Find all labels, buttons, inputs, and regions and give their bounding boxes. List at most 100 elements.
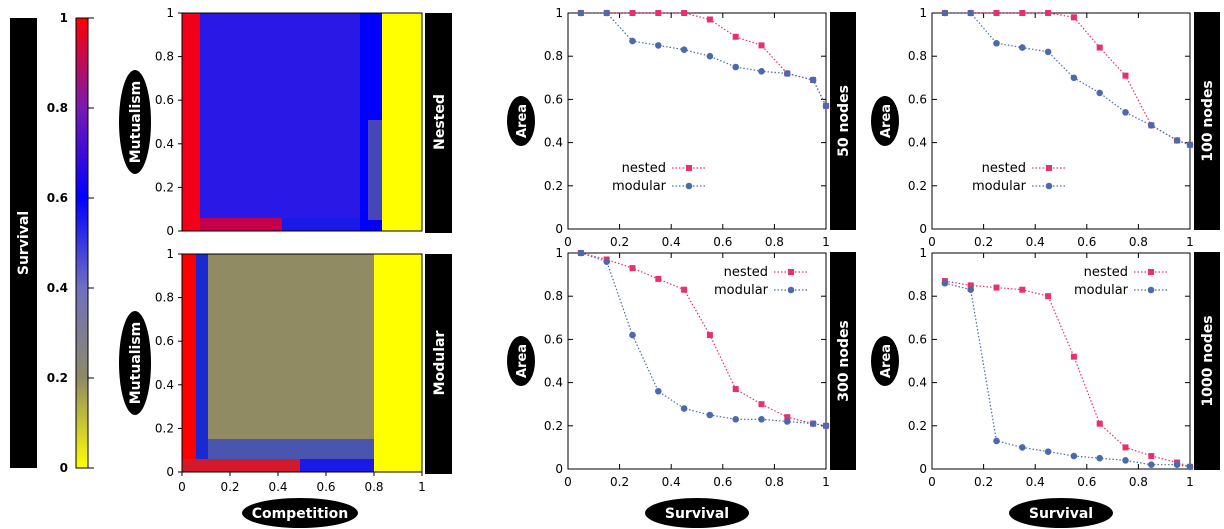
series-modular-point: [732, 63, 739, 71]
row-tag-label: 300 nodes: [836, 320, 852, 402]
series-modular-point: [680, 405, 688, 412]
series-nested-point: [655, 10, 662, 16]
heatmap-ylabel: Mutualism: [128, 81, 144, 164]
legend-marker: [1046, 165, 1052, 171]
series-modular-line: [944, 282, 1191, 468]
ylabel: Area: [515, 344, 530, 378]
xtick-label: 0: [928, 235, 936, 249]
heatmap-modular-blue-band: [196, 254, 208, 459]
ytick-label: 1: [555, 6, 563, 20]
xtick-label: 0.4: [662, 235, 681, 249]
xtick-label: 0.2: [974, 235, 993, 249]
xtick-label: 0: [564, 235, 572, 249]
ytick-label: 0: [555, 462, 563, 476]
heatmap-row-tag-bg: [425, 254, 452, 474]
series-modular-point: [629, 331, 636, 339]
heatmap-ytick-label: 0: [166, 224, 174, 238]
ytick-label: 0.8: [908, 49, 927, 63]
heatmap-ytick-label: 1: [166, 247, 174, 261]
ylabel: Area: [879, 104, 894, 138]
series-modular-point: [1186, 463, 1194, 471]
series-modular-point: [967, 9, 974, 17]
series-modular-point: [1173, 461, 1181, 468]
row-tag-bg: [830, 252, 856, 470]
heatmap-row-tag-label: Modular: [432, 331, 448, 396]
heatmap-frame: [181, 12, 423, 232]
legend-label: modular: [972, 179, 1027, 194]
series-modular-point: [655, 42, 662, 49]
heatmap-ytick-label: 0.2: [155, 180, 174, 194]
heatmap-xtick-label: 0.2: [220, 480, 239, 494]
series-modular-point: [1070, 452, 1078, 460]
series-nested-point: [1045, 10, 1052, 16]
row-tag-label: 50 nodes: [836, 85, 852, 157]
line-xlabel-bg: [645, 498, 749, 528]
ylabel: Area: [515, 104, 530, 138]
heatmap-ytick-label: 0: [166, 465, 174, 479]
ytick-label: 0.6: [544, 332, 563, 346]
series-modular-point: [1070, 74, 1078, 82]
series-modular-point: [1019, 44, 1026, 51]
colorbar-tick-label: 0.4: [47, 281, 68, 295]
series-nested-point: [732, 386, 739, 393]
series-nested-point: [1096, 44, 1103, 51]
series-nested-line: [580, 12, 827, 107]
colorbar-tick-label: 0.2: [47, 371, 68, 385]
series-modular-point: [941, 279, 949, 287]
series-nested-point: [758, 42, 765, 49]
heatmap-ytick-label: 0.6: [155, 334, 174, 348]
xtick-label: 0.4: [1026, 475, 1045, 489]
heatmap-xtick-label: 0.8: [364, 480, 383, 494]
series-modular-point: [1122, 109, 1129, 116]
ytick-label: 0.6: [908, 332, 927, 346]
colorbar-tick-label: 0.8: [47, 101, 68, 115]
ytick-label: 0.8: [544, 49, 563, 63]
series-modular-line: [580, 252, 827, 427]
series-nested-line: [944, 12, 1191, 146]
ytick-label: 1: [919, 6, 927, 20]
series-nested-point: [1096, 420, 1103, 427]
row-tag-bg: [1194, 252, 1220, 470]
row-tag-label: 100 nodes: [1200, 80, 1216, 162]
heatmaps: 0 0.2 0.4 0.6 0.8 1 Nested Mutualism 0 0.2 0.4 0.6 0…: [119, 6, 452, 528]
heatmap-nested-red-band: [182, 13, 200, 231]
ytick-label: 1: [919, 246, 927, 260]
series-nested-point: [1122, 444, 1129, 451]
heatmap-ytick-label: 0.2: [155, 421, 174, 435]
heatmap-modular-bottom-band-blue: [300, 459, 374, 472]
legend-marker: [686, 165, 692, 171]
ytick-label: 0.2: [908, 179, 927, 193]
line-panel-3: 00 0.2 0.2 0.4 0.4 0.6 0.6 0.8 0.8 1 1 nested modula…: [871, 246, 1220, 489]
legend-marker: [1147, 286, 1155, 294]
heatmap-ylabel-bg: [119, 70, 151, 174]
heatmap-nested-grey-edge: [368, 120, 382, 220]
xtick-label: 1: [1186, 235, 1194, 249]
series-modular-line: [580, 12, 827, 107]
colorbar: Survival 0 0.2 0.4 0.6 0.8 1: [10, 11, 94, 475]
ytick-label: 0: [919, 462, 927, 476]
xtick-label: 0.4: [1026, 235, 1045, 249]
ytick-label: 0: [919, 222, 927, 236]
heatmap-nested-interior: [200, 13, 382, 218]
ylabel: Area: [879, 344, 894, 378]
xtick-label: 0.6: [1077, 475, 1096, 489]
series-nested-point: [1070, 353, 1077, 360]
heatmap-row-tag-bg: [425, 13, 452, 233]
series-modular-point: [809, 420, 817, 427]
xtick-label: 0.6: [713, 235, 732, 249]
xtick-label: 0.8: [765, 475, 784, 489]
heatmap-modular-red-band: [182, 254, 196, 472]
ytick-label: 0.8: [544, 289, 563, 303]
series-nested-line: [580, 252, 827, 427]
series-modular-point: [655, 387, 662, 395]
xtick-label: 0.6: [1077, 235, 1096, 249]
xtick-label: 1: [822, 475, 830, 489]
line-panel-frame: [567, 12, 827, 230]
legend-marker: [787, 286, 795, 294]
ytick-label: 0.4: [908, 376, 927, 390]
xtick-label: 0: [928, 475, 936, 489]
series-modular-point: [993, 39, 1000, 47]
series-modular-point: [1019, 444, 1026, 451]
xtick-label: 0: [564, 475, 572, 489]
series-modular-point: [629, 37, 636, 45]
